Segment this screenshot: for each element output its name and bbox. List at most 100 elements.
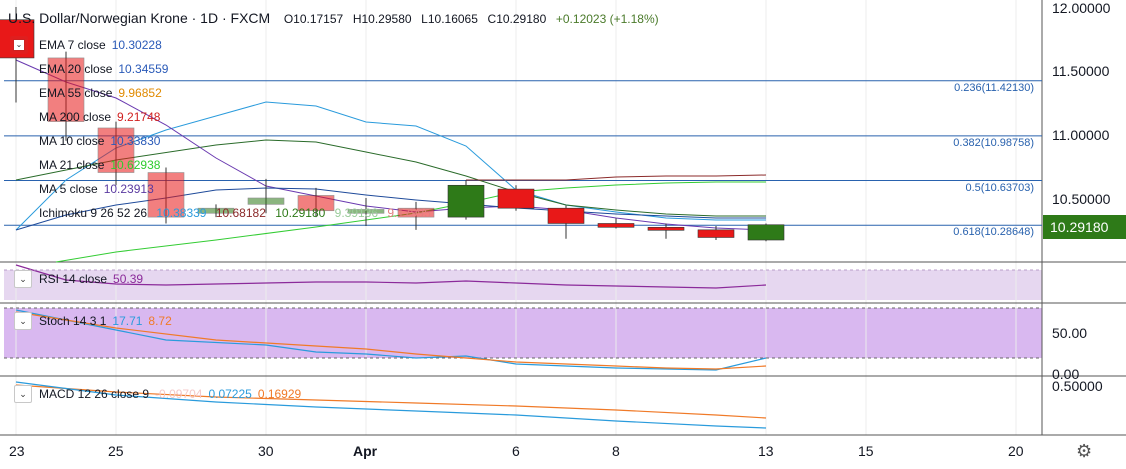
- legend-value: 9.17995: [387, 206, 431, 220]
- legend-value: 10.34559: [118, 62, 169, 76]
- legend-value: 9.96852: [118, 86, 162, 100]
- stoch-tick: 0.00: [1052, 366, 1080, 382]
- price-tick: 10.50000: [1052, 191, 1111, 207]
- legend-label: MA 200 close: [39, 110, 112, 124]
- ma10-line: [15, 187, 766, 231]
- fib-label: 0.236(11.42130): [954, 81, 1034, 94]
- fib-label: 0.618(10.28648): [953, 226, 1034, 239]
- candle-body[interactable]: [597, 223, 635, 228]
- candle-body[interactable]: [447, 184, 485, 218]
- legend-value: 10.68182: [215, 206, 266, 220]
- candlestick-series[interactable]: [0, 7, 785, 242]
- symbol-title[interactable]: U.S. Dollar/Norwegian Krone · 1D · FXCM: [8, 10, 271, 26]
- legend-value: 10.23913: [103, 182, 154, 196]
- legend-ema20[interactable]: EMA 20 close 10.34559: [39, 62, 168, 76]
- rsi-collapse-toggle[interactable]: ⌄: [14, 270, 32, 288]
- legend-label: MA 21 close: [39, 158, 105, 172]
- ohlc-close: C10.29180: [487, 12, 547, 26]
- stoch-collapse-toggle[interactable]: ⌄: [14, 312, 32, 330]
- legend-value: -0.09704: [155, 387, 203, 401]
- legend-label: EMA 20 close: [39, 62, 113, 76]
- gear-icon[interactable]: ⚙: [1076, 441, 1093, 461]
- macd-tick: 0.50000: [1052, 378, 1103, 394]
- legend-value: 50.39: [113, 272, 144, 286]
- legend-value: 0.07225: [208, 387, 252, 401]
- price-tick: 11.50000: [1052, 63, 1110, 79]
- legend-rsi[interactable]: RSI 14 close 50.39: [39, 272, 143, 286]
- legend-macd[interactable]: MACD 12 26 close 9 -0.09704 0.07225 0.16929: [39, 387, 301, 401]
- price-tick: 11.00000: [1052, 127, 1110, 143]
- time-tick: 8: [612, 443, 620, 459]
- candle-body[interactable]: [297, 195, 335, 212]
- legend-label: RSI 14 close: [39, 272, 108, 286]
- kijun-line: [466, 174, 767, 181]
- candle-body[interactable]: [97, 127, 135, 173]
- stoch-d-line: [15, 311, 767, 370]
- stoch-tick: 50.00: [1052, 325, 1088, 341]
- fib-label: 0.5(10.63703): [965, 181, 1035, 194]
- current-price-badge: 10.29180: [1043, 215, 1126, 239]
- macd-collapse-toggle[interactable]: ⌄: [14, 385, 32, 403]
- legend-value: 8.72: [148, 314, 172, 328]
- legend-label: Stoch 14 3 1: [39, 314, 107, 328]
- candle-body[interactable]: [697, 229, 735, 238]
- candle-body[interactable]: [497, 188, 535, 209]
- legend-label: MACD 12 26 close 9: [39, 387, 150, 401]
- legend-ma10[interactable]: MA 10 close 10.33830: [39, 134, 160, 148]
- chevron-down-icon: ⌄: [19, 316, 27, 326]
- legend-label: MA 5 close: [39, 182, 98, 196]
- ohlc-change: +0.12023 (+1.18%): [555, 12, 659, 26]
- time-tick: 6: [512, 443, 520, 459]
- time-tick: 15: [858, 443, 874, 459]
- legend-value: 10.62938: [110, 158, 161, 172]
- time-tick: Apr: [353, 443, 378, 459]
- legend-value: 10.33830: [110, 134, 161, 148]
- legend-label: EMA 55 close: [39, 86, 113, 100]
- candle-body[interactable]: [397, 207, 435, 218]
- time-tick: 20: [1008, 443, 1024, 459]
- candle-body[interactable]: [747, 224, 785, 241]
- stoch-k-line: [15, 309, 767, 371]
- legend-collapse-toggle[interactable]: ⌄: [10, 36, 28, 54]
- candle-body[interactable]: [247, 197, 285, 205]
- legend-value: 10.29180: [275, 206, 326, 220]
- ema20-line: [15, 139, 766, 217]
- legend-ma5[interactable]: MA 5 close 10.23913: [39, 182, 154, 196]
- legend-ma21[interactable]: MA 21 close 10.62938: [39, 158, 160, 172]
- chart-header: U.S. Dollar/Norwegian Krone · 1D · FXCM …: [8, 10, 659, 26]
- candle-body[interactable]: [147, 172, 185, 218]
- chevron-down-icon: ⌄: [13, 39, 25, 51]
- stoch-band: [4, 308, 1042, 358]
- candle-body[interactable]: [47, 57, 85, 122]
- legend-stoch[interactable]: Stoch 14 3 1 17.71 8.72: [39, 314, 172, 328]
- legend-value: 10.30228: [111, 38, 162, 52]
- macd-signal-line: [15, 384, 767, 419]
- candle-body[interactable]: [347, 209, 385, 214]
- legend-ema55[interactable]: EMA 55 close 9.96852: [39, 86, 162, 100]
- rsi-line: [15, 264, 767, 289]
- time-tick: 30: [258, 443, 274, 459]
- legend-value: 9.39136: [334, 206, 379, 220]
- candle-body[interactable]: [647, 226, 685, 231]
- legend-label: MA 10 close: [39, 134, 105, 148]
- price-tick: 12.00000: [1052, 0, 1111, 16]
- ohlc-low: L10.16065: [421, 12, 478, 26]
- ma5-line: [15, 59, 767, 231]
- legend-ichimoku[interactable]: Ichimoku 9 26 52 26 10.38339 10.68182 10…: [39, 206, 431, 220]
- ohlc-high: H10.29580: [352, 12, 412, 26]
- ohlc-open: O10.17157: [283, 12, 344, 26]
- fib-label: 0.382(10.98758): [953, 136, 1034, 149]
- legend-label: Ichimoku 9 26 52 26: [39, 206, 148, 220]
- time-tick: 23: [9, 443, 25, 459]
- legend-ma200[interactable]: MA 200 close 9.21748: [39, 110, 160, 124]
- legend-value: 17.71: [112, 314, 143, 328]
- legend-value: 9.21748: [117, 110, 161, 124]
- chevron-down-icon: ⌄: [19, 389, 27, 399]
- legend-value: 0.16929: [257, 387, 302, 401]
- legend-ema7[interactable]: EMA 7 close 10.30228: [39, 38, 162, 52]
- candle-body[interactable]: [547, 207, 585, 224]
- time-tick: 25: [108, 443, 124, 459]
- candle-body[interactable]: [197, 207, 235, 214]
- legend-value: 10.38339: [156, 206, 207, 220]
